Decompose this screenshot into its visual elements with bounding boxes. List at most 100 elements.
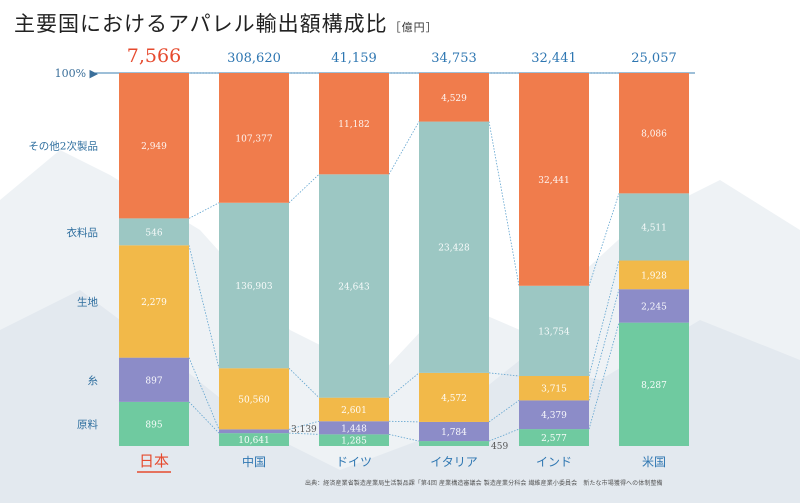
bar-segment-fabric bbox=[519, 376, 589, 401]
segment-label: 895 bbox=[145, 420, 162, 430]
segment-label: 4,572 bbox=[441, 394, 467, 404]
bar-segment-other bbox=[519, 73, 589, 286]
category-label: 日本 bbox=[139, 452, 169, 470]
segment-label: 2,577 bbox=[541, 434, 567, 444]
segment-label: 2,949 bbox=[141, 142, 167, 152]
segment-label: 4,529 bbox=[441, 94, 467, 104]
category-label: ドイツ bbox=[336, 455, 372, 469]
bar-segment-fabric bbox=[419, 372, 489, 422]
segment-label: 107,377 bbox=[235, 134, 272, 144]
connector-line bbox=[188, 401, 220, 434]
segment-label: 4,511 bbox=[641, 223, 667, 233]
segment-label: 136,903 bbox=[235, 282, 272, 292]
bar-segment-other bbox=[219, 73, 289, 203]
category-label: インド bbox=[536, 455, 572, 469]
connector-line bbox=[288, 174, 320, 204]
chart-unit: ［億円］ bbox=[389, 21, 438, 34]
bar-segment-fabric bbox=[619, 260, 689, 290]
connector-line bbox=[588, 289, 620, 401]
connector-line bbox=[188, 245, 220, 369]
connector-line bbox=[288, 367, 320, 398]
bar-segment-clothing bbox=[519, 285, 589, 377]
connector-line bbox=[388, 433, 420, 442]
total-label: 25,057 bbox=[631, 51, 677, 66]
bar-segment-clothing bbox=[419, 121, 489, 373]
connector-line bbox=[388, 121, 420, 175]
bar-segment-clothing bbox=[319, 174, 389, 398]
chart-title: 主要国におけるアパレル輸出額構成比 ［億円］ bbox=[14, 8, 438, 38]
segment-label: 3,715 bbox=[541, 385, 567, 395]
segment-label: 2,279 bbox=[141, 298, 167, 308]
segment-label: 2,601 bbox=[341, 406, 367, 416]
segment-label: 546 bbox=[145, 228, 162, 238]
bar-segment-fabric bbox=[319, 397, 389, 422]
chart-title-text: 主要国におけるアパレル輸出額構成比 bbox=[14, 12, 388, 36]
bar-segment-yarn bbox=[619, 289, 689, 323]
segment-label: 32,441 bbox=[538, 176, 570, 186]
bar-segment-yarn bbox=[219, 429, 289, 434]
bar-segment-yarn bbox=[319, 421, 389, 435]
connector-line bbox=[488, 428, 520, 442]
segment-label: 3,139 bbox=[291, 425, 317, 435]
segment-label: 897 bbox=[145, 376, 162, 386]
segment-label: 1,928 bbox=[641, 271, 667, 281]
bar-segment-raw bbox=[519, 429, 589, 446]
bar-segment-other bbox=[419, 73, 489, 122]
bar-segment-raw bbox=[319, 434, 389, 446]
connector-line bbox=[488, 400, 520, 423]
bar-segment-raw bbox=[419, 441, 489, 446]
bar-segment-other bbox=[319, 73, 389, 175]
bar-segment-raw bbox=[119, 401, 189, 446]
connector-line bbox=[188, 357, 220, 430]
connector-line bbox=[588, 260, 620, 377]
category-label: 中国 bbox=[242, 454, 266, 469]
segment-label: 1,285 bbox=[341, 437, 367, 447]
segment-label: 2,245 bbox=[641, 302, 667, 312]
connector-line bbox=[288, 432, 320, 435]
bar-segment-other bbox=[119, 73, 189, 219]
total-label: 308,620 bbox=[227, 51, 281, 66]
bar-segment-raw bbox=[219, 433, 289, 446]
total-label: 34,753 bbox=[431, 51, 477, 66]
bar-segment-clothing bbox=[219, 202, 289, 369]
segment-label: 459 bbox=[491, 442, 508, 452]
segment-label: 11,182 bbox=[338, 120, 370, 130]
bar-segment-clothing bbox=[119, 218, 189, 246]
segment-label: 13,754 bbox=[538, 327, 570, 337]
legend-label-yarn: 糸 bbox=[88, 375, 99, 387]
bar-segment-other bbox=[619, 73, 689, 194]
segment-label: 50,560 bbox=[238, 395, 270, 405]
total-label: 32,441 bbox=[531, 51, 577, 66]
segment-label: 8,086 bbox=[641, 130, 667, 140]
segment-label: 1,448 bbox=[341, 424, 367, 434]
category-label: イタリア bbox=[430, 455, 478, 469]
category-label: 米国 bbox=[642, 455, 666, 469]
bar-segment-yarn bbox=[419, 421, 489, 442]
bar-segment-yarn bbox=[519, 400, 589, 430]
source-note: 出典：経済産業省製造産業局生活製品課「第4回 産業構造審議会 製造産業分科会 繊… bbox=[305, 480, 663, 487]
legend-label-raw: 原料 bbox=[77, 418, 98, 431]
bar-segment-fabric bbox=[119, 245, 189, 358]
segment-label: 10,641 bbox=[238, 436, 270, 446]
segment-label: 4,379 bbox=[541, 411, 567, 421]
total-label: 41,159 bbox=[331, 51, 377, 66]
segment-label: 8,287 bbox=[641, 381, 667, 391]
connector-line bbox=[288, 420, 320, 430]
connector-line bbox=[188, 202, 220, 219]
bar-segment-clothing bbox=[619, 193, 689, 261]
connector-line bbox=[588, 193, 620, 286]
segment-label: 23,428 bbox=[438, 244, 470, 254]
connector-line bbox=[388, 372, 420, 398]
legend-label-fabric: 生地 bbox=[77, 295, 98, 308]
segment-label: 24,643 bbox=[338, 282, 370, 292]
bar-segment-raw bbox=[619, 322, 689, 446]
bar-segment-yarn bbox=[119, 357, 189, 402]
connector-line bbox=[488, 372, 520, 377]
legend-label-other: その他2次製品 bbox=[28, 140, 98, 153]
segment-label: 1,784 bbox=[441, 428, 467, 438]
connector-line bbox=[488, 121, 520, 286]
connector-line bbox=[388, 420, 420, 423]
bar-segment-fabric bbox=[219, 368, 289, 430]
